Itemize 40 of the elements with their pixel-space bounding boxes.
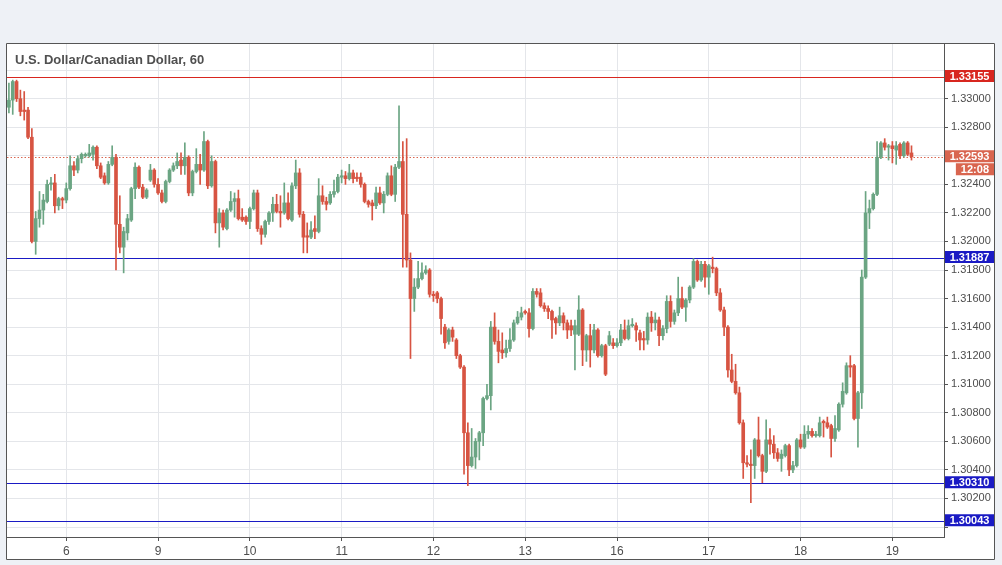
- x-tick-label: 11: [335, 543, 349, 558]
- y-tick-label: 1.30600: [951, 434, 991, 447]
- candlestick: [469, 428, 474, 468]
- x-tick-label: 13: [518, 543, 533, 558]
- text: U.S. Dollar/Canadian Dollar, 60: [15, 51, 205, 67]
- x-tick-label: 19: [885, 543, 900, 558]
- y-tick-label: 1.32000: [951, 234, 991, 247]
- ref-line-label: 1.33155: [949, 69, 990, 82]
- y-tick-label: 1.30400: [951, 462, 991, 475]
- candlestick: [198, 154, 202, 185]
- candlestick: [313, 215, 317, 239]
- x-tick-label: 6: [62, 543, 70, 558]
- y-tick-label: 1.31400: [951, 320, 991, 333]
- y-tick-label: 1.31600: [951, 291, 991, 304]
- candlestick: [87, 144, 92, 158]
- y-tick-label: 1.32200: [951, 205, 991, 218]
- y-tick-label: 1.30200: [951, 491, 991, 504]
- y-tick-label: 1.32800: [951, 120, 991, 133]
- text: 12:08: [960, 162, 989, 175]
- y-tick-label: 1.30800: [951, 405, 991, 418]
- x-tick-label: 12: [426, 543, 441, 558]
- y-tick-label: 1.31200: [951, 348, 991, 361]
- ref-line-label: 1.32593: [949, 149, 990, 162]
- candlestick: [749, 449, 753, 504]
- y-tick-label: 1.32400: [951, 177, 991, 190]
- x-tick-label: 10: [243, 543, 257, 558]
- candlestick: [653, 312, 658, 331]
- ref-line-label: 1.30043: [949, 513, 990, 526]
- candlestick: [370, 199, 375, 221]
- ref-line-label: 1.30310: [949, 475, 990, 488]
- ref-line-label: 1.31887: [949, 250, 990, 263]
- candlestick: [355, 172, 359, 182]
- x-tick-label: 18: [793, 543, 808, 558]
- x-tick-label: 16: [610, 543, 624, 558]
- y-tick-label: 1.31800: [951, 263, 991, 276]
- x-tick-label: 17: [702, 543, 716, 558]
- candlestick: [768, 428, 772, 455]
- x-tick-label: 9: [154, 543, 162, 558]
- y-tick-label: 1.31000: [951, 377, 991, 390]
- y-tick-label: 1.33000: [951, 91, 991, 104]
